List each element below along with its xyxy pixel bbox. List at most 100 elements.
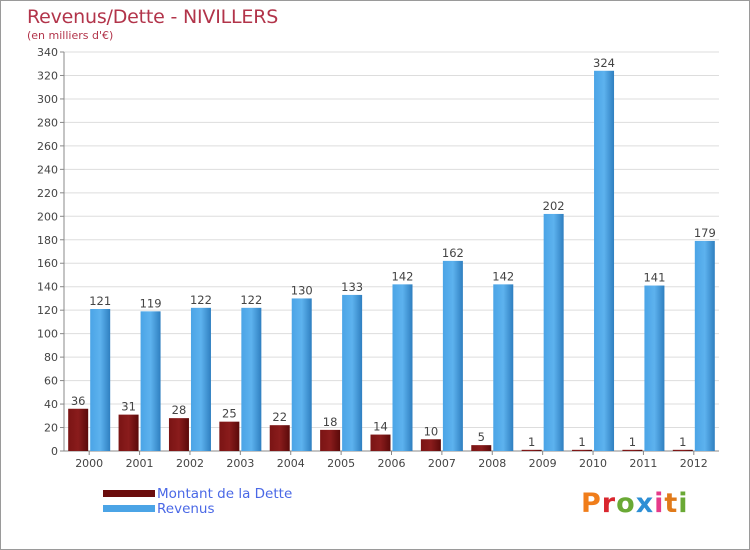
data-label-revenus: 141	[643, 271, 665, 285]
data-label-dette: 18	[323, 415, 338, 429]
x-tick-label: 2001	[126, 457, 154, 470]
bar-revenus	[594, 70, 615, 451]
y-tick-label: 160	[37, 257, 58, 270]
y-tick-label: 100	[37, 328, 58, 341]
data-label-revenus: 179	[694, 226, 716, 240]
x-tick-label: 2012	[680, 457, 708, 470]
data-label-revenus: 130	[291, 283, 313, 297]
data-label-dette: 22	[272, 410, 287, 424]
chart-title: Revenus/Dette - NIVILLERS	[27, 6, 279, 28]
y-tick-label: 320	[37, 69, 58, 82]
data-label-revenus: 142	[392, 269, 414, 283]
bar-revenus	[493, 284, 514, 451]
bar-revenus	[543, 213, 564, 451]
bars	[68, 70, 715, 451]
chart-subtitle: (en milliers d'€)	[27, 29, 114, 42]
x-tick-label: 2004	[277, 457, 305, 470]
bar-revenus	[140, 311, 161, 451]
bar-revenus	[392, 284, 413, 451]
y-tick-label: 20	[44, 422, 58, 435]
y-tick-label: 120	[37, 304, 58, 317]
data-label-revenus: 162	[442, 246, 464, 260]
logo-letter: i	[678, 488, 689, 519]
bar-dette	[521, 449, 542, 451]
y-tick-label: 340	[37, 46, 58, 59]
bar-dette	[168, 418, 189, 451]
bar-revenus	[291, 298, 312, 451]
bar-revenus	[342, 294, 363, 451]
bar-dette	[622, 449, 643, 451]
x-tick-label: 2002	[176, 457, 204, 470]
data-label-revenus: 119	[140, 296, 162, 310]
data-label-revenus: 122	[190, 293, 212, 307]
data-labels: 36 121 31 119 28 122 25 122 22 130 18 133 14 142 10 162…	[71, 56, 716, 449]
x-tick-label: 2008	[478, 457, 506, 470]
x-tick-label: 2003	[226, 457, 254, 470]
data-label-dette: 28	[172, 403, 187, 417]
bar-revenus	[644, 285, 665, 451]
data-label-dette: 5	[478, 430, 485, 444]
y-tick-label: 200	[37, 210, 58, 223]
bar-dette	[370, 434, 391, 451]
logo-letter: r	[601, 488, 617, 519]
x-tick-label: 2005	[327, 457, 355, 470]
data-label-dette: 14	[373, 420, 388, 434]
legend-swatch-revenus	[103, 505, 155, 512]
logo-letter: i	[654, 488, 665, 519]
y-tick-label: 260	[37, 140, 58, 153]
data-label-dette: 25	[222, 407, 237, 421]
x-tick-label: 2006	[378, 457, 406, 470]
data-label-dette: 36	[71, 394, 86, 408]
x-tick-label: 2000	[75, 457, 103, 470]
axes: 0 20 40 60 80 100 120 140 160 180 200 220 240 260 280 3…	[37, 46, 719, 470]
bar-dette	[320, 429, 341, 451]
bar-revenus	[442, 260, 463, 451]
y-tick-label: 40	[44, 398, 58, 411]
bar-dette	[420, 439, 441, 451]
logo-letter: t	[664, 488, 679, 519]
data-label-dette: 10	[424, 424, 439, 438]
bar-dette	[269, 425, 290, 451]
logo-letter: o	[616, 488, 636, 519]
legend-label-dette: Montant de la Dette	[157, 486, 293, 502]
bar-revenus	[694, 240, 715, 451]
data-label-dette: 1	[528, 435, 535, 449]
y-tick-label: 140	[37, 281, 58, 294]
bar-dette	[672, 449, 693, 451]
x-tick-label: 2010	[579, 457, 607, 470]
x-tick-label: 2009	[529, 457, 557, 470]
bar-dette	[471, 445, 492, 451]
data-label-dette: 1	[629, 435, 636, 449]
bar-revenus	[190, 307, 211, 451]
bar-revenus	[241, 307, 262, 451]
y-tick-label: 180	[37, 234, 58, 247]
data-label-dette: 31	[121, 400, 136, 414]
y-tick-label: 80	[44, 351, 58, 364]
bar-dette	[68, 408, 89, 451]
x-tick-label: 2011	[629, 457, 657, 470]
data-label-revenus: 142	[492, 269, 514, 283]
proxiti-logo: Proxiti	[581, 488, 689, 519]
logo-letter: x	[635, 488, 655, 519]
y-tick-label: 240	[37, 163, 58, 176]
bar-dette	[118, 414, 139, 451]
data-label-revenus: 202	[543, 199, 565, 213]
bar-dette	[572, 449, 593, 451]
data-label-revenus: 133	[341, 280, 363, 294]
data-label-dette: 1	[578, 435, 585, 449]
logo-letter: P	[581, 488, 602, 519]
y-tick-label: 0	[51, 445, 58, 458]
data-label-revenus: 122	[240, 293, 262, 307]
y-tick-label: 60	[44, 375, 58, 388]
bar-revenus	[90, 309, 111, 451]
x-tick-label: 2007	[428, 457, 456, 470]
grid-lines	[64, 51, 719, 429]
bar-dette	[219, 421, 240, 451]
y-tick-label: 280	[37, 116, 58, 129]
y-tick-label: 220	[37, 187, 58, 200]
data-label-revenus: 324	[593, 56, 615, 70]
y-tick-label: 300	[37, 93, 58, 106]
data-label-dette: 1	[679, 435, 686, 449]
